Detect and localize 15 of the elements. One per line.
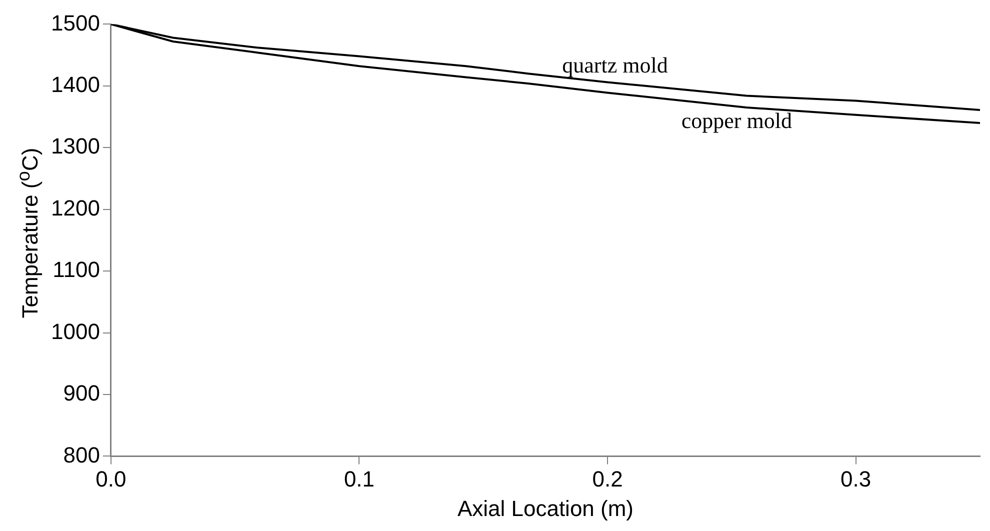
y-tick-label: 1400 — [50, 72, 100, 97]
y-tick-label: 1200 — [50, 195, 100, 220]
x-tick-label: 0.1 — [344, 466, 375, 492]
series-label: quartz mold — [562, 52, 668, 78]
y-tick-label: 1300 — [50, 134, 100, 159]
y-tick-label: 1000 — [50, 318, 100, 344]
x-tick-label: 0.3 — [840, 466, 872, 492]
y-tick-label: 800 — [63, 442, 100, 468]
y-tick-label: 1100 — [52, 257, 100, 282]
y-tick-label: 1500 — [50, 10, 100, 36]
series-label: copper mold — [681, 108, 792, 134]
x-tick-label: 0.2 — [592, 466, 623, 492]
x-axis-title: Axial Location (m) — [457, 496, 634, 521]
x-tick-label: 0.0 — [96, 466, 126, 492]
y-tick-label: 900 — [63, 380, 100, 406]
